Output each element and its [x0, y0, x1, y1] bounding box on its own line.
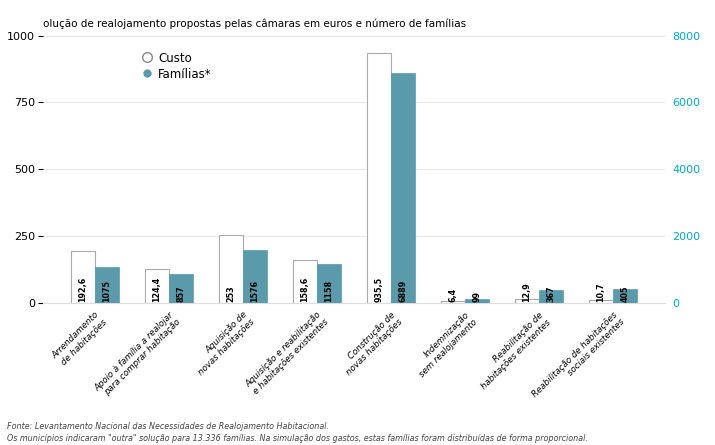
Text: 12,9: 12,9: [523, 282, 532, 302]
Text: 10,7: 10,7: [596, 282, 606, 302]
Text: Fonte: Levantamento Nacional das Necessidades de Realojamento Habitacional.: Fonte: Levantamento Nacional das Necessi…: [7, 422, 329, 431]
Text: 1158: 1158: [325, 279, 333, 302]
Text: 1576: 1576: [250, 279, 260, 302]
Bar: [465, 299, 488, 303]
Bar: [516, 299, 539, 303]
Bar: [145, 269, 169, 303]
Bar: [391, 73, 415, 303]
Text: 6,4: 6,4: [448, 287, 458, 302]
Text: Os municípios indicaram "outra" solução para 13.336 famílias. Na simulação dos g: Os municípios indicaram "outra" solução …: [7, 433, 588, 442]
Text: 253: 253: [227, 285, 235, 302]
Bar: [613, 289, 636, 303]
Bar: [368, 53, 391, 303]
Bar: [589, 300, 613, 303]
Text: 99: 99: [473, 291, 481, 302]
Text: 857: 857: [176, 285, 185, 302]
Bar: [243, 250, 267, 303]
Bar: [95, 267, 119, 303]
Text: olução de realojamento propostas pelas câmaras em euros e número de famílias: olução de realojamento propostas pelas c…: [43, 19, 466, 29]
Text: 1075: 1075: [102, 279, 112, 302]
Legend: Custo, Famílias*: Custo, Famílias*: [136, 47, 217, 86]
Bar: [72, 251, 95, 303]
Bar: [220, 235, 243, 303]
Text: 124,4: 124,4: [152, 276, 162, 302]
Bar: [293, 260, 317, 303]
Text: 405: 405: [621, 285, 629, 302]
Bar: [539, 290, 563, 303]
Bar: [441, 301, 465, 303]
Text: 367: 367: [546, 285, 556, 302]
Text: 158,6: 158,6: [300, 276, 310, 302]
Bar: [169, 274, 192, 303]
Bar: [317, 264, 340, 303]
Text: 6889: 6889: [398, 279, 408, 302]
Text: 192,6: 192,6: [79, 276, 87, 302]
Text: 935,5: 935,5: [375, 276, 383, 302]
